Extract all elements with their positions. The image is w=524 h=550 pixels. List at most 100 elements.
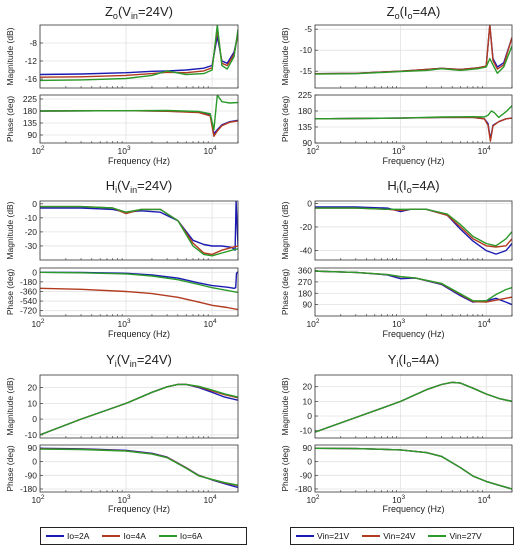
legend-swatch-green [428,535,447,537]
title-text: (V [117,178,130,193]
y-axis-label: Magnitude (dB) [5,377,15,435]
title-text: Y [388,352,397,367]
series-line [315,447,512,490]
title-text: Z [387,4,395,19]
series-line [315,25,512,75]
y-tick-label: 20 [28,383,38,393]
magnitude-axes: -5 -10 -15 Magnitude (dB) [280,24,513,89]
series-line [40,95,238,131]
series-group [315,105,512,142]
legend-label: Vin=24V [383,531,416,541]
y-tick-label: 180 [298,106,312,116]
y-tick-label: 270 [298,277,312,287]
tick-exponent: 4 [487,494,491,501]
tick-exponent: 3 [127,494,131,501]
tick-exponent: 3 [402,145,406,152]
x-tick-label: 103 [392,318,405,329]
x-tick-label: 103 [118,145,131,156]
y-tick-label: 90 [303,138,313,148]
legend-label: Io=6A [179,531,203,541]
x-axis-label: Frequency (Hz) [108,156,170,166]
bode-panel: Yi(Io=4A) 20 10 0 -10 Magnitude (dB) 90 0 -90 -18… [280,352,513,514]
axes-frame [314,200,513,261]
y-tick-label: -16 [25,74,38,84]
axes-frame [314,24,513,89]
title-text: =4A) [411,352,439,367]
tick-base: 10 [392,495,402,505]
y-tick-label: 0 [307,411,312,421]
title-subscript: i [115,359,117,369]
tick-base: 10 [204,146,214,156]
series-line [40,448,238,487]
series-line [315,447,512,490]
axes-frame [314,94,513,144]
axes-frame [39,267,239,317]
y-tick-label: 10 [303,396,313,406]
magnitude-axes: 20 10 0 -10 Magnitude (dB) [280,374,513,439]
y-tick-label: 135 [23,118,37,128]
y-tick-label: 0 [32,457,37,467]
x-tick-label: 103 [118,494,131,505]
tick-exponent: 2 [41,494,45,501]
title-subscript: o [406,359,411,369]
bode-panel: Zo(Vin=24V) -8 -12 -16 Magnitude (dB) 225 180 1… [5,4,239,166]
title-text: Y [106,352,115,367]
tick-base: 10 [306,146,316,156]
title-text: (V [118,4,131,19]
y-tick-label: 0 [32,267,37,277]
magnitude-axes: 20 10 0 -10 Magnitude (dB) [5,374,239,440]
legend-label: Vin=27V [449,531,482,541]
series-line [315,270,512,302]
tick-exponent: 3 [127,318,131,325]
y-tick-label: 0 [307,457,312,467]
title-subscript: i [397,185,399,195]
tick-exponent: 3 [127,145,131,152]
tick-base: 10 [478,319,488,329]
x-tick-label: 102 [306,145,319,156]
legend-item: Vin=27V [423,531,482,541]
y-axis-label: Phase (deg) [280,269,290,315]
panel-title: Yi(Io=4A) [388,352,439,369]
title-text: Z [105,4,113,19]
series-line [40,383,238,436]
x-tick-label: 104 [204,145,217,156]
tick-exponent: 4 [213,145,217,152]
tick-base: 10 [478,495,488,505]
series-group [315,270,512,306]
y-tick-label: -180 [295,484,312,494]
series-line [315,206,512,255]
y-tick-label: -30 [25,241,38,251]
series-line [315,381,512,433]
legend-left: Io=2A Io=4A Io=6A [40,527,247,545]
y-tick-label: -40 [300,246,313,256]
series-line [40,28,238,78]
y-axis-label: Phase (deg) [280,445,290,491]
series-line [315,116,512,142]
y-tick-label: -540 [20,296,37,306]
y-axis-label: Phase (deg) [280,96,290,142]
series-line [315,381,512,433]
y-tick-label: 360 [298,266,312,276]
y-tick-label: 0 [32,414,37,424]
series-line [315,45,512,75]
y-tick-label: 90 [28,443,38,453]
x-tick-label: 104 [204,318,217,329]
y-axis-label: Magnitude (dB) [280,377,290,435]
y-tick-label: -90 [300,470,313,480]
series-line [315,270,512,306]
y-axis-label: Phase (deg) [5,269,15,315]
tick-exponent: 2 [316,494,320,501]
series-group [40,383,238,436]
legend-label: Io=4A [123,531,146,541]
series-line [40,201,238,251]
y-tick-label: -12 [25,56,38,66]
series-line [40,271,238,289]
y-tick-label: -90 [25,470,38,480]
x-tick-label: 103 [118,318,131,329]
panel-title: Zo(Vin=24V) [105,4,173,21]
title-subscript: o [395,11,400,21]
tick-exponent: 3 [402,494,406,501]
